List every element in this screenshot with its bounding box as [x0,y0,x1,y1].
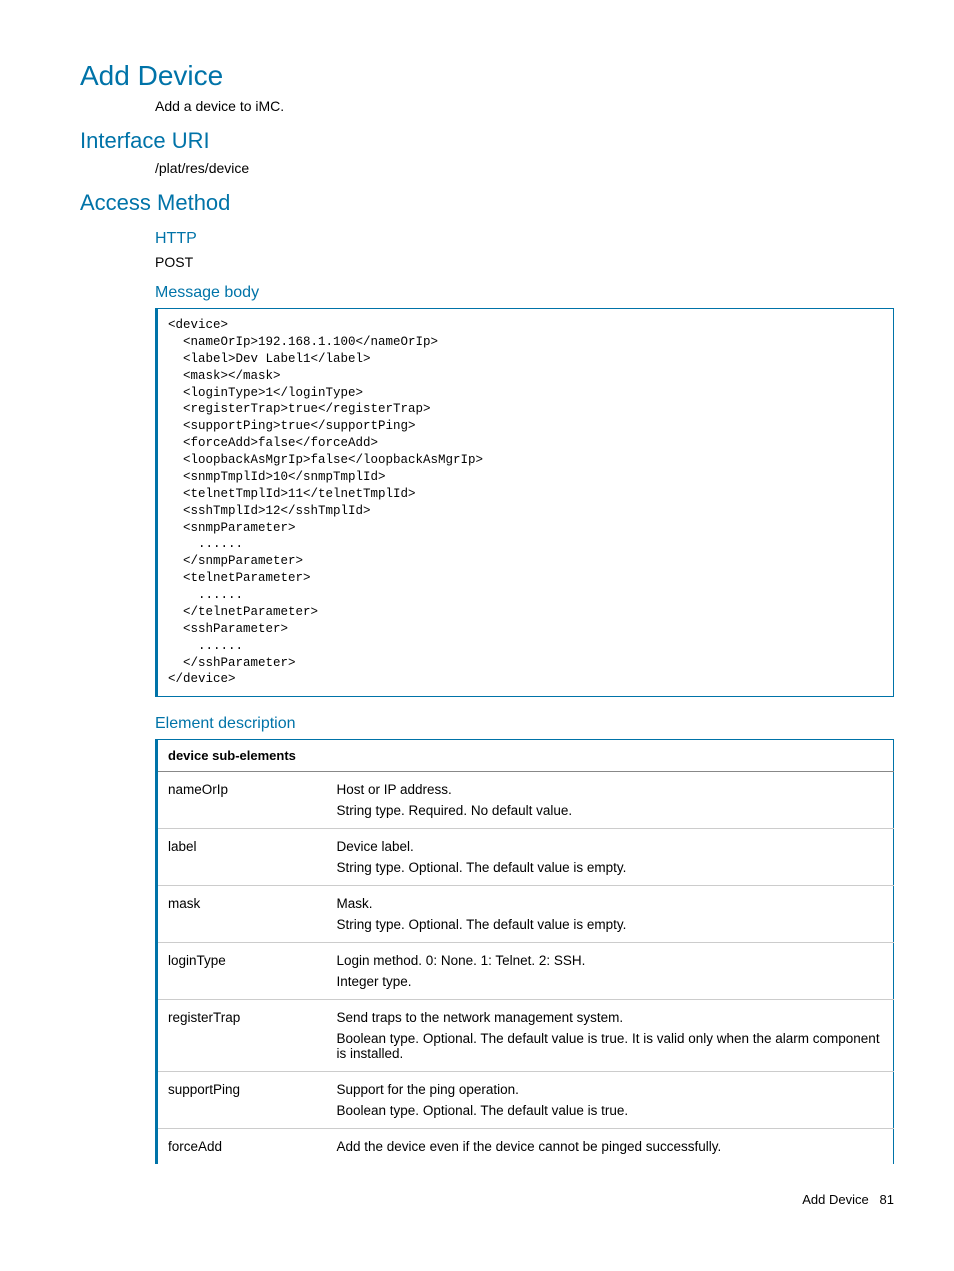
element-desc-line: Send traps to the network management sys… [337,1010,884,1025]
element-name: registerTrap [157,1000,327,1072]
access-method-heading: Access Method [80,190,894,216]
element-desc: Add the device even if the device cannot… [327,1129,894,1165]
page-intro: Add a device to iMC. [155,98,894,114]
element-desc-line: Mask. [337,896,884,911]
element-desc: Support for the ping operation. Boolean … [327,1072,894,1129]
message-body-code: <device> <nameOrIp>192.168.1.100</nameOr… [155,308,894,697]
table-row: supportPing Support for the ping operati… [157,1072,894,1129]
table-header: device sub-elements [157,740,894,772]
table-row: registerTrap Send traps to the network m… [157,1000,894,1072]
element-name: forceAdd [157,1129,327,1165]
element-desc: Mask. String type. Optional. The default… [327,886,894,943]
element-desc-line: Login method. 0: None. 1: Telnet. 2: SSH… [337,953,884,968]
element-desc-line: Boolean type. Optional. The default valu… [337,1031,884,1061]
element-desc-line: Add the device even if the device cannot… [337,1139,884,1154]
table-row: forceAdd Add the device even if the devi… [157,1129,894,1165]
element-desc-line: String type. Optional. The default value… [337,860,884,875]
element-name: loginType [157,943,327,1000]
table-row: mask Mask. String type. Optional. The de… [157,886,894,943]
element-desc: Login method. 0: None. 1: Telnet. 2: SSH… [327,943,894,1000]
footer-section-label: Add Device [802,1192,868,1207]
table-header-row: device sub-elements [157,740,894,772]
element-name: mask [157,886,327,943]
element-description-heading: Element description [155,715,894,733]
element-desc-line: Host or IP address. [337,782,884,797]
interface-uri-heading: Interface URI [80,128,894,154]
page-title: Add Device [80,60,894,92]
table-row: nameOrIp Host or IP address. String type… [157,772,894,829]
element-desc-line: Integer type. [337,974,884,989]
footer-page-number: 81 [880,1192,894,1207]
element-desc-line: Support for the ping operation. [337,1082,884,1097]
element-desc: Send traps to the network management sys… [327,1000,894,1072]
element-desc-line: String type. Required. No default value. [337,803,884,818]
element-name: nameOrIp [157,772,327,829]
interface-uri-value: /plat/res/device [155,160,894,176]
element-desc-line: String type. Optional. The default value… [337,917,884,932]
element-desc-line: Device label. [337,839,884,854]
element-desc: Device label. String type. Optional. The… [327,829,894,886]
element-name: supportPing [157,1072,327,1129]
element-desc: Host or IP address. String type. Require… [327,772,894,829]
table-row: label Device label. String type. Optiona… [157,829,894,886]
http-heading: HTTP [155,230,894,248]
table-row: loginType Login method. 0: None. 1: Teln… [157,943,894,1000]
element-name: label [157,829,327,886]
message-body-heading: Message body [155,284,894,302]
element-desc-line: Boolean type. Optional. The default valu… [337,1103,884,1118]
element-description-table: device sub-elements nameOrIp Host or IP … [155,739,894,1164]
http-value: POST [155,254,894,270]
page-footer: Add Device 81 [80,1192,894,1207]
document-page: Add Device Add a device to iMC. Interfac… [0,0,954,1237]
